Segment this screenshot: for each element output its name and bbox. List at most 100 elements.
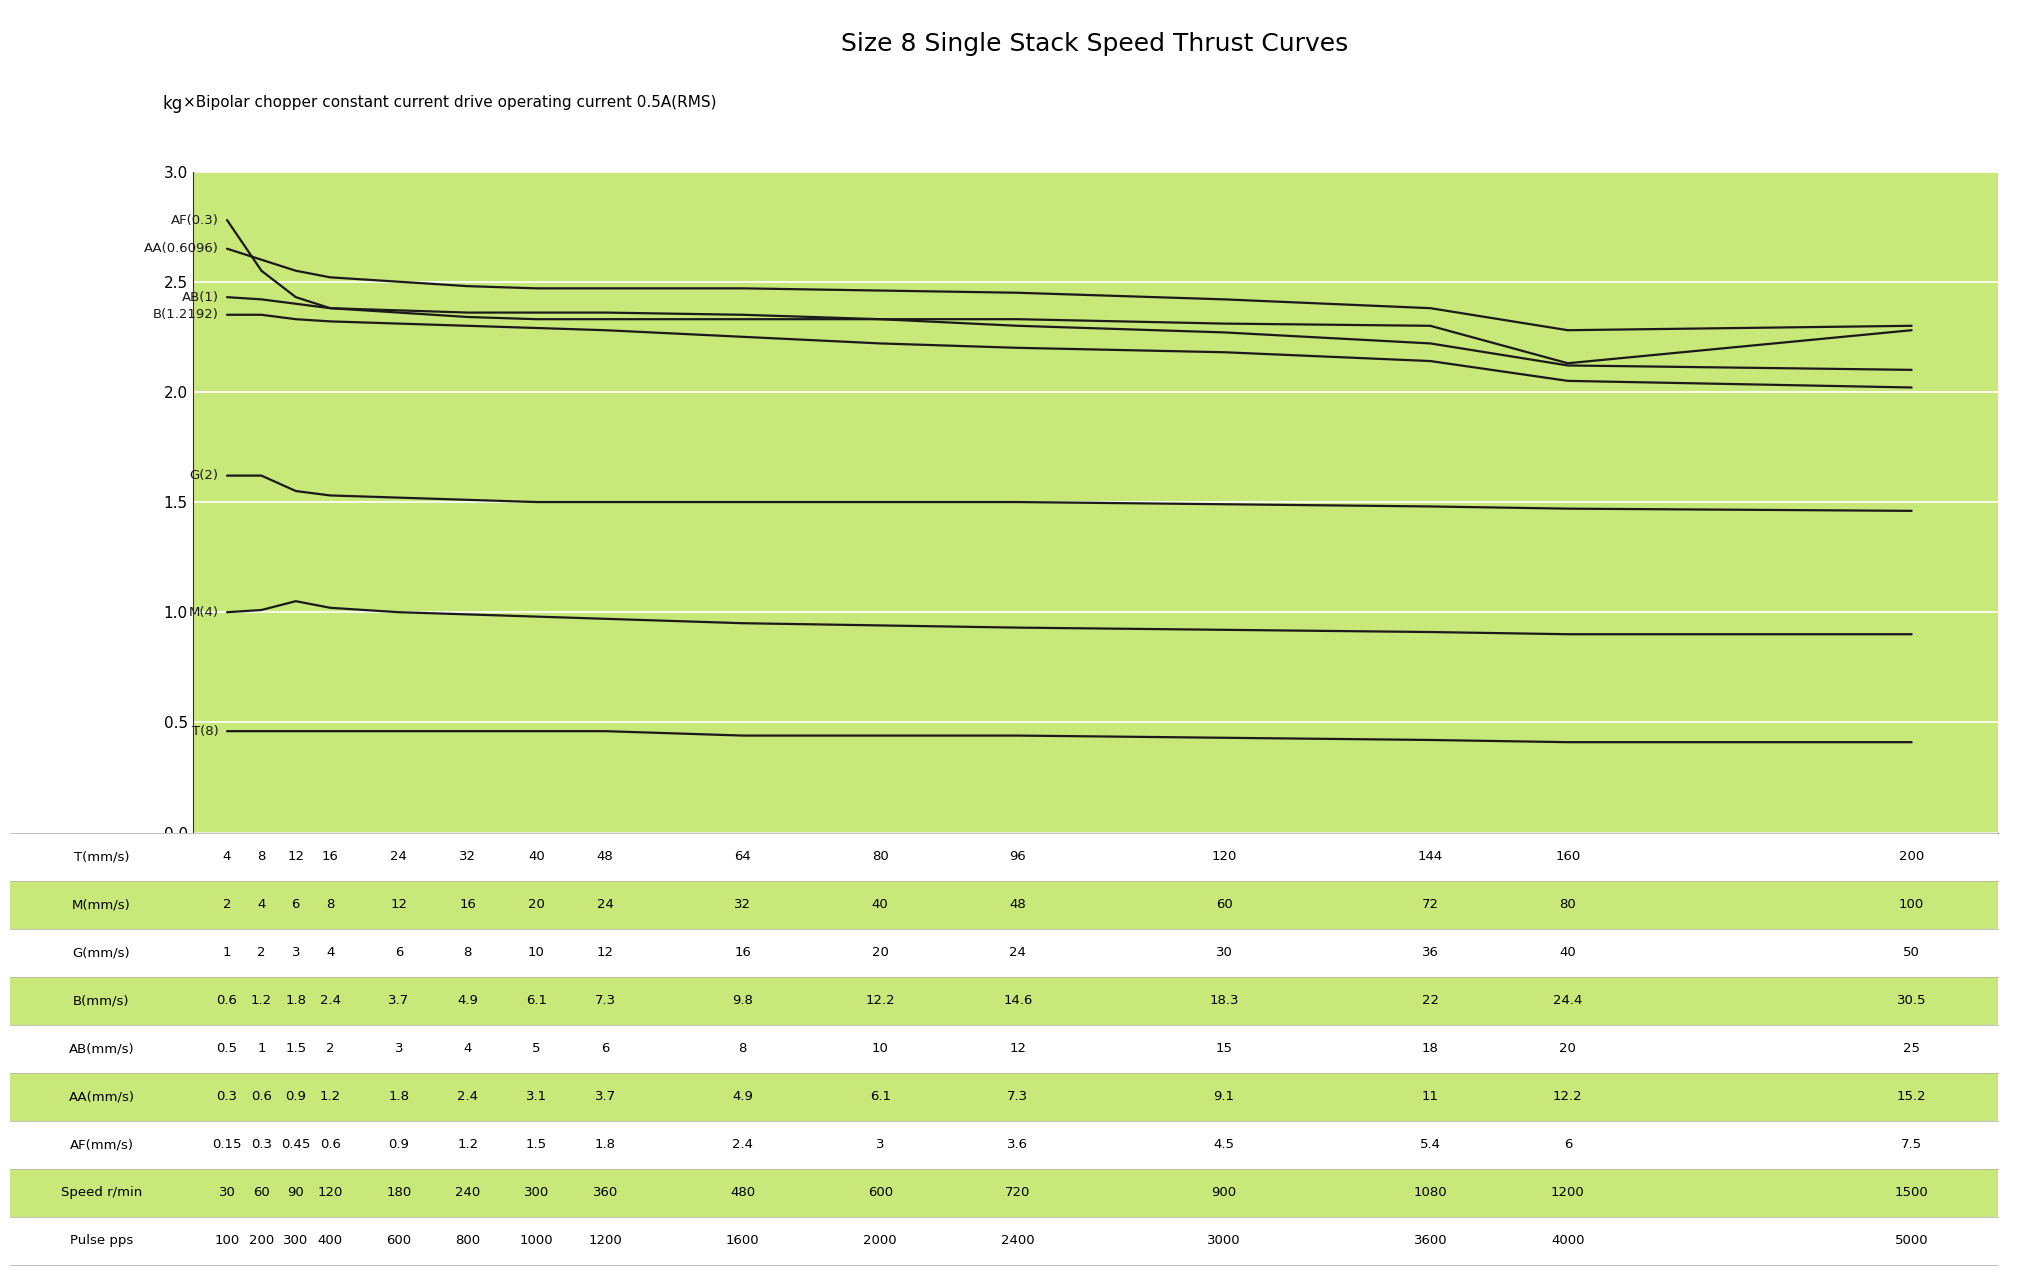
Text: 3600: 3600 [1414,1234,1448,1247]
Text: T(mm/s): T(mm/s) [73,850,130,863]
Text: 144: 144 [1418,850,1444,863]
Text: 400: 400 [318,1234,343,1247]
Text: 20: 20 [872,946,888,960]
Text: 72: 72 [1422,899,1438,911]
Text: 0.45: 0.45 [282,1138,310,1152]
Text: 240: 240 [454,1186,481,1199]
Text: 15: 15 [1215,1042,1233,1055]
Text: 4: 4 [464,1042,473,1055]
Text: 2.4: 2.4 [456,1091,479,1103]
Text: 1500: 1500 [1894,1186,1929,1199]
Text: 7.5: 7.5 [1900,1138,1923,1152]
Text: 25: 25 [1902,1042,1921,1055]
Text: 0.3: 0.3 [217,1091,237,1103]
Text: 4.9: 4.9 [456,994,479,1007]
Text: 4.5: 4.5 [1213,1138,1235,1152]
Text: 18: 18 [1422,1042,1438,1055]
Text: 600: 600 [868,1186,892,1199]
Text: 10: 10 [527,946,546,960]
Text: 20: 20 [1560,1042,1576,1055]
Text: 2: 2 [258,946,266,960]
Text: 5.4: 5.4 [1420,1138,1440,1152]
Text: 16: 16 [322,850,339,863]
Text: 9.8: 9.8 [732,994,752,1007]
Text: 900: 900 [1211,1186,1237,1199]
Text: 8: 8 [464,946,473,960]
Text: 24: 24 [1010,946,1026,960]
Text: 6: 6 [292,899,300,911]
Text: 1: 1 [223,946,231,960]
Text: 20: 20 [527,899,546,911]
Text: 100: 100 [215,1234,239,1247]
Text: G(mm/s): G(mm/s) [73,946,130,960]
Text: 3: 3 [876,1138,884,1152]
Text: 800: 800 [454,1234,481,1247]
Text: 15.2: 15.2 [1896,1091,1927,1103]
Text: 480: 480 [730,1186,754,1199]
Text: 48: 48 [596,850,614,863]
Text: 22: 22 [1422,994,1438,1007]
Text: 8: 8 [258,850,266,863]
Text: 2: 2 [327,1042,335,1055]
Text: 40: 40 [872,899,888,911]
Text: 12.2: 12.2 [866,994,894,1007]
Text: 10: 10 [872,1042,888,1055]
Text: AA(mm/s): AA(mm/s) [69,1091,134,1103]
Text: 80: 80 [1560,899,1576,911]
Text: 32: 32 [734,899,750,911]
Text: 3.1: 3.1 [525,1091,548,1103]
Text: 0.9: 0.9 [286,1091,306,1103]
Text: 3.6: 3.6 [1008,1138,1028,1152]
Text: 12.2: 12.2 [1553,1091,1582,1103]
Text: 12: 12 [288,850,304,863]
Text: 1.2: 1.2 [320,1091,341,1103]
Text: AF(mm/s): AF(mm/s) [69,1138,134,1152]
Text: Speed r/min: Speed r/min [61,1186,142,1199]
Text: 40: 40 [527,850,546,863]
Text: 1: 1 [258,1042,266,1055]
Text: 120: 120 [1211,850,1237,863]
Text: 6: 6 [600,1042,608,1055]
Text: 16: 16 [734,946,750,960]
Text: 9.1: 9.1 [1213,1091,1235,1103]
Text: 60: 60 [1215,899,1233,911]
Text: 3000: 3000 [1207,1234,1241,1247]
Text: 11: 11 [1422,1091,1438,1103]
Text: 2: 2 [223,899,231,911]
Text: 360: 360 [592,1186,619,1199]
Text: 720: 720 [1006,1186,1030,1199]
Text: B(1.2192): B(1.2192) [152,309,219,322]
Text: 1.8: 1.8 [286,994,306,1007]
Text: 80: 80 [872,850,888,863]
Text: AA(0.6096): AA(0.6096) [144,243,219,255]
Text: 4: 4 [223,850,231,863]
Text: 4000: 4000 [1551,1234,1584,1247]
Text: 12: 12 [1010,1042,1026,1055]
Text: 1.5: 1.5 [525,1138,548,1152]
Text: 0.3: 0.3 [251,1138,272,1152]
Text: T(8): T(8) [193,724,219,737]
Text: 1.8: 1.8 [594,1138,617,1152]
Text: 16: 16 [458,899,477,911]
Text: 120: 120 [318,1186,343,1199]
Text: 12: 12 [596,946,614,960]
Text: 24.4: 24.4 [1553,994,1582,1007]
Text: 14.6: 14.6 [1004,994,1032,1007]
Text: 24: 24 [596,899,614,911]
Text: 4: 4 [258,899,266,911]
Text: 0.15: 0.15 [213,1138,241,1152]
Text: ×Bipolar chopper constant current drive operating current 0.5A(RMS): ×Bipolar chopper constant current drive … [183,95,716,111]
Text: 2.4: 2.4 [732,1138,752,1152]
Text: G(2): G(2) [191,469,219,482]
Text: 0.6: 0.6 [251,1091,272,1103]
Text: 2400: 2400 [1002,1234,1034,1247]
Text: kg: kg [162,95,183,113]
Text: 8: 8 [738,1042,746,1055]
Text: 96: 96 [1010,850,1026,863]
Text: 6.1: 6.1 [870,1091,890,1103]
Text: 24: 24 [391,850,408,863]
Text: 1.2: 1.2 [251,994,272,1007]
Text: 3: 3 [292,946,300,960]
Text: AF(0.3): AF(0.3) [170,214,219,226]
Text: 90: 90 [288,1186,304,1199]
